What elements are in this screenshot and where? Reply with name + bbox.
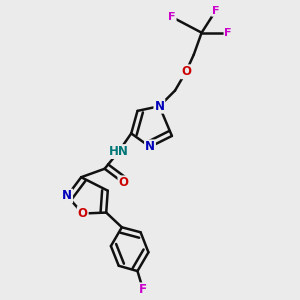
Text: F: F bbox=[212, 6, 220, 16]
Text: O: O bbox=[118, 176, 128, 189]
Text: N: N bbox=[62, 190, 72, 202]
Text: HN: HN bbox=[109, 145, 129, 158]
Text: N: N bbox=[154, 100, 164, 113]
Text: O: O bbox=[78, 207, 88, 220]
Text: F: F bbox=[224, 28, 232, 38]
Text: N: N bbox=[145, 140, 155, 153]
Text: O: O bbox=[181, 65, 191, 78]
Text: F: F bbox=[168, 12, 176, 22]
Text: F: F bbox=[139, 284, 147, 296]
